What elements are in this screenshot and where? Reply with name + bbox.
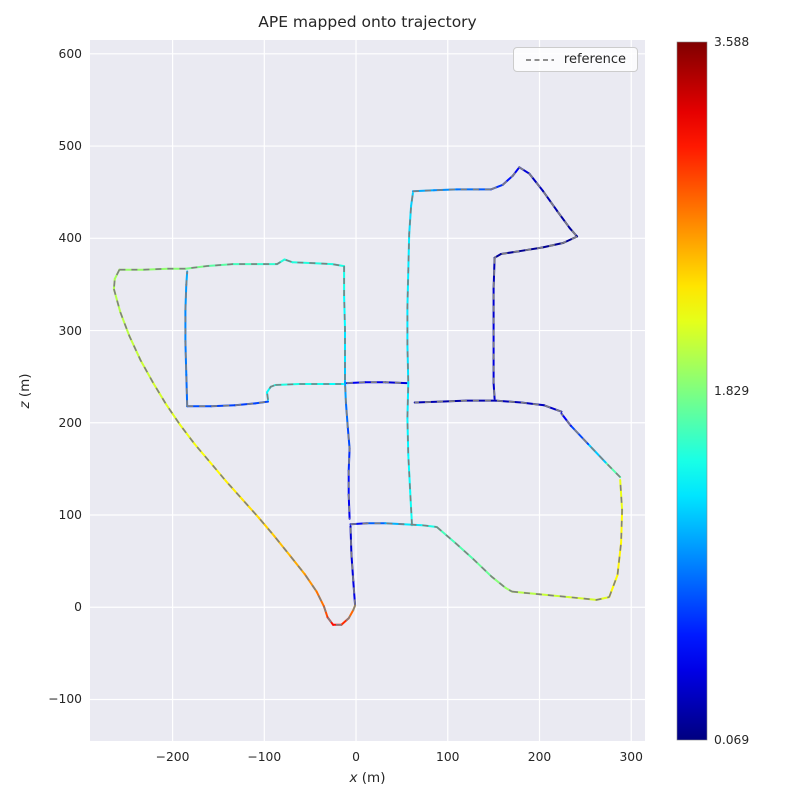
reference-path [412,188,491,193]
legend: reference [512,47,638,72]
legend-dash-sample-icon [525,58,554,61]
y-tick-label: 0 [74,600,82,615]
x-tick-label: 300 [619,750,643,764]
trajectory-segment [407,232,411,272]
trajectory-segment [343,294,346,330]
y-tick-label: −100 [48,692,82,707]
reference-path [113,269,121,290]
reference-path [266,384,276,400]
reference-path [184,271,188,407]
y-tick-label: 200 [58,415,82,430]
reference-path [119,258,344,271]
y-tick-label: 600 [58,46,82,61]
y-tick-label: 100 [58,508,82,523]
x-axis-unit: (m) [357,770,386,786]
reference-path [406,192,414,526]
reference-path [492,257,496,399]
y-axis-unit: (m) [17,373,33,402]
reference-path [343,266,351,519]
reference-path [113,288,329,618]
y-tick-label: 500 [58,139,82,154]
x-axis-label: x (m) [90,770,645,786]
reference-path [414,399,562,413]
x-tick-label: 0 [352,750,360,764]
reference-path [187,400,269,407]
reference-path [436,526,513,593]
reference-path [326,605,356,626]
x-tick-label: −200 [155,750,190,764]
reference-path [346,381,407,384]
reference-path [349,526,356,606]
x-tick-label: 100 [436,750,460,764]
x-tick-label: 200 [527,750,552,764]
reference-path [494,235,578,259]
y-axis-var: z [17,401,33,409]
colorbar-mid-label: 1.829 [714,384,750,398]
plot-title: APE mapped onto trajectory [258,13,477,31]
colorbar-min-label: 0.069 [714,733,750,747]
reference-path [560,413,621,478]
x-tick-label: −100 [247,750,282,764]
plot-background [90,40,645,741]
reference-path [511,590,610,601]
y-axis-label: z (m) [17,361,35,421]
reference-path [350,522,437,528]
x-axis-var: x [349,770,358,786]
reference-path [490,166,578,238]
y-tick-label: 300 [58,323,82,338]
reference-path [608,479,623,598]
trajectory-segment [406,269,410,309]
colorbar [676,41,708,741]
colorbar-max-label: 3.588 [714,35,750,49]
legend-label: reference [563,52,626,67]
y-tick-label: 400 [58,231,82,246]
